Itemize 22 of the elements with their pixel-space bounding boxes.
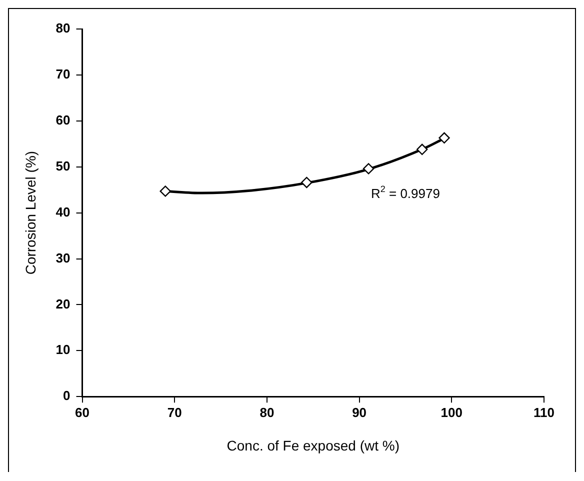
point [438,132,450,144]
y-tick-label: 20 [56,296,70,312]
x-tick-label: 100 [440,404,463,420]
x-tick-label: 110 [534,404,554,420]
y-tick-label: 60 [56,112,70,128]
y-axis-title: Corrosion Level (%) [22,150,38,275]
x-tick-label: 80 [260,404,274,420]
y-tick-label: 0 [63,388,70,404]
y-tick-label: 40 [56,204,70,220]
x-tick-label: 90 [352,404,367,420]
y-tick-label: 80 [56,20,70,36]
x-axis-title: Conc. of Fe exposed (wt %) [226,437,400,454]
point [160,186,171,197]
point [416,144,428,155]
y-tick-label: 50 [56,158,70,174]
x-tick-label: 60 [75,404,90,420]
x-tick-label: 70 [167,404,182,420]
point [362,163,374,174]
y-tick-label: 30 [56,250,70,266]
point [301,176,312,188]
y-tick-label: 70 [56,66,70,82]
y-tick-label: 10 [56,342,70,358]
